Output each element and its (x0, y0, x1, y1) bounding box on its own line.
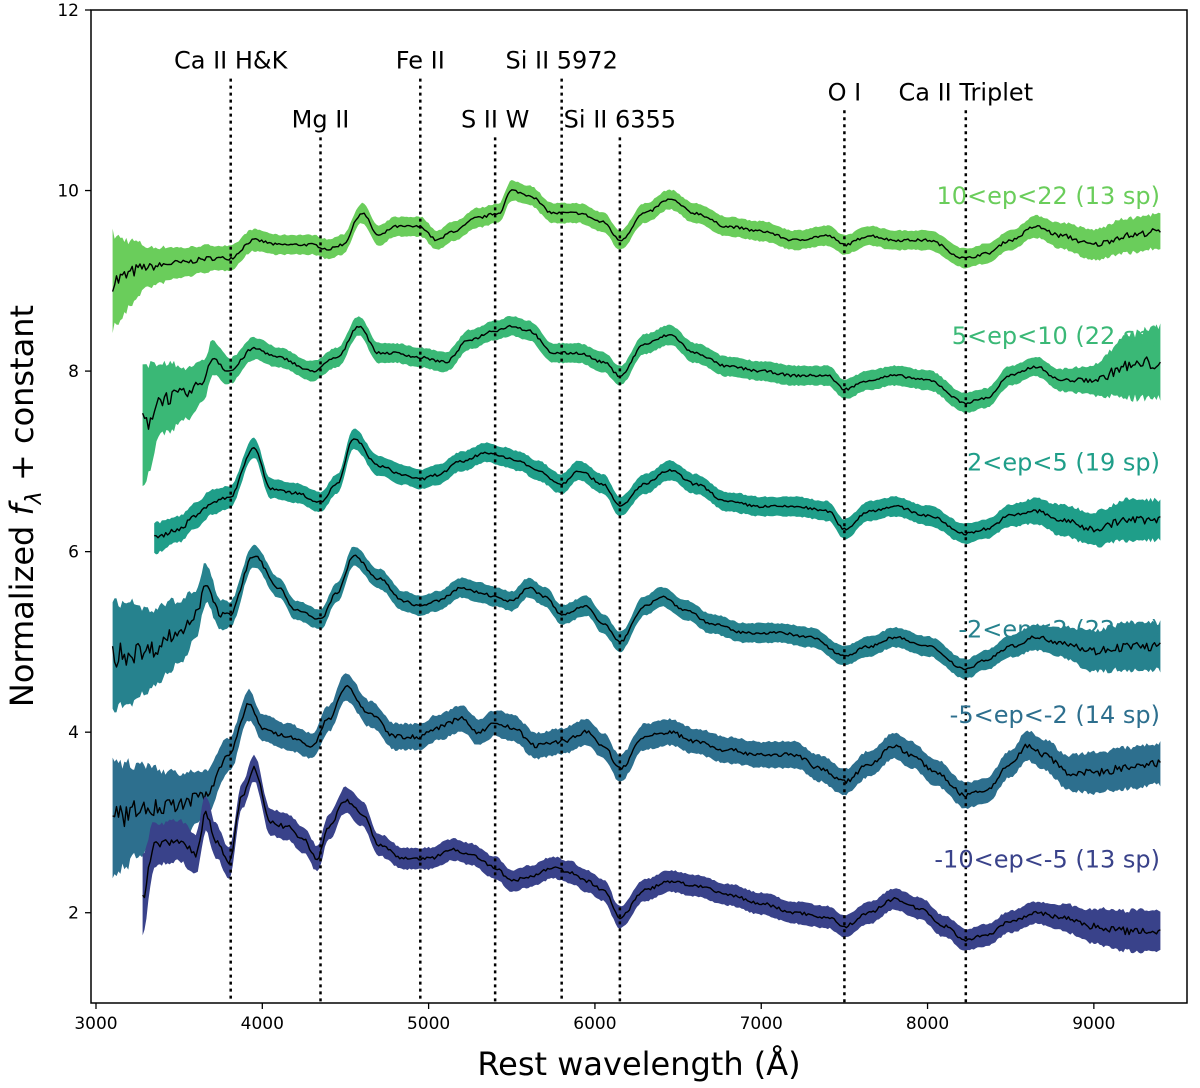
plot-frame (90, 9, 1188, 1004)
line-marker-label-5: Si II 6355 (564, 105, 676, 133)
x-tick-label-2: 5000 (407, 1014, 450, 1034)
series-line-2 (154, 438, 1161, 539)
y-axis-label-suffix: + constant (3, 305, 41, 491)
series-line-5 (142, 765, 1161, 942)
line-marker-label-1: Mg II (292, 105, 350, 133)
series-band-2 (154, 428, 1161, 555)
x-tick-label-0: 3000 (74, 1014, 117, 1034)
y-tick-label-3: 8 (68, 362, 79, 382)
series-label-3: -2<ep<2 (22 sp) (958, 615, 1160, 643)
x-tick-label-1: 4000 (241, 1014, 284, 1034)
series-label-1: 5<ep<10 (22 sp) (952, 322, 1160, 350)
y-tick-label-5: 12 (57, 1, 79, 21)
series-label-layer: 10<ep<22 (13 sp) 5<ep<10 (22 sp) 2<ep<5 (1… (934, 182, 1160, 874)
series-line-1 (141, 324, 1161, 430)
y-axis-label-subscript: λ (22, 491, 47, 505)
y-tick-label-2: 6 (68, 543, 79, 563)
line-marker-label-6: O I (828, 78, 862, 106)
series-layer (111, 180, 1161, 954)
series-band-4 (112, 673, 1161, 879)
line-marker-label-2: Fe II (396, 47, 445, 75)
line-marker-label-4: Si II 5972 (505, 47, 617, 75)
y-axis-label-prefix: Normalized (3, 515, 41, 707)
line-marker-label-7: Ca II Triplet (898, 78, 1033, 106)
x-tick-label-3: 6000 (573, 1014, 616, 1034)
series-label-0: 10<ep<22 (13 sp) (936, 182, 1160, 210)
tick-layer: 3000 4000 5000 6000 7000 8000 9000 2 4 6 8 10 12 (57, 1, 1115, 1034)
series-label-2: 2<ep<5 (19 sp) (967, 448, 1160, 476)
y-tick-label-0: 2 (68, 904, 79, 924)
series-label-4: -5<ep<-2 (14 sp) (950, 701, 1160, 729)
line-marker-layer: Ca II H&K Mg II Fe II S II W Si II 5972 Si II… (174, 47, 1033, 1003)
series-line-0 (111, 189, 1161, 292)
series-label-5: -10<ep<-5 (13 sp) (934, 846, 1160, 874)
x-tick-label-6: 9000 (1072, 1014, 1115, 1034)
x-tick-label-4: 7000 (740, 1014, 783, 1034)
line-marker-label-0: Ca II H&K (174, 47, 289, 75)
series-band-3 (112, 544, 1161, 713)
y-axis-label: Normalized fλ + constant (3, 305, 47, 707)
series-line-3 (111, 554, 1161, 671)
y-tick-label-1: 4 (68, 723, 79, 743)
series-band-1 (142, 316, 1161, 487)
y-tick-label-4: 10 (57, 182, 79, 202)
x-tick-label-5: 8000 (906, 1014, 949, 1034)
series-band-0 (112, 180, 1161, 334)
x-axis-label: Rest wavelength (Å) (477, 1045, 800, 1083)
series-line-4 (112, 684, 1161, 828)
line-marker-label-3: S II W (461, 105, 529, 133)
